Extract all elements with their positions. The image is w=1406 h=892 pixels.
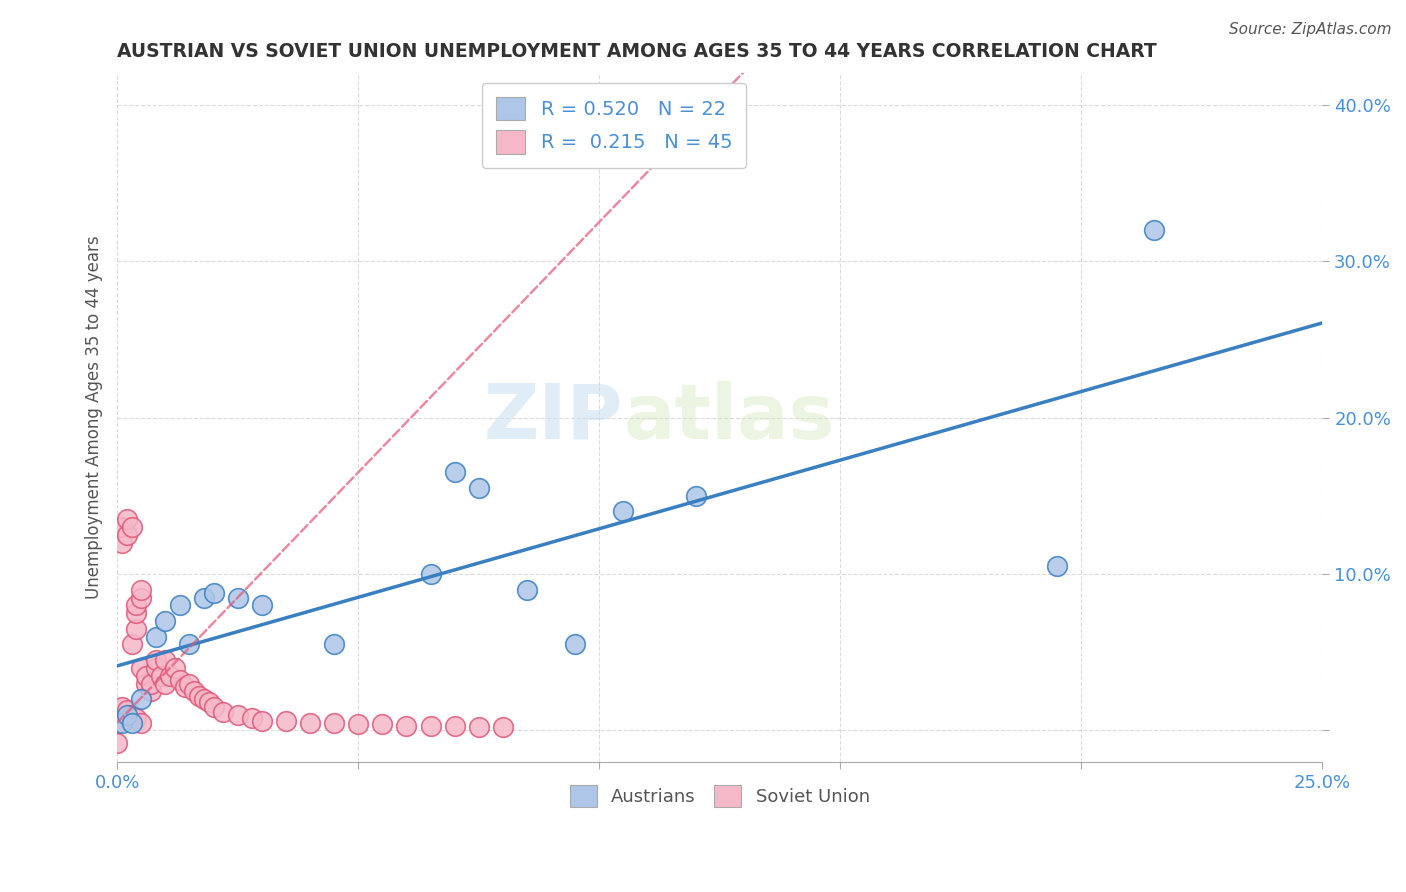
- Point: [179, 676, 201, 690]
- Point: [240, 711, 263, 725]
- Point: [274, 714, 297, 728]
- Point: [105, 715, 128, 730]
- Point: [135, 669, 157, 683]
- Point: [145, 653, 167, 667]
- Point: [125, 711, 148, 725]
- Point: [125, 606, 148, 620]
- Point: [226, 591, 249, 605]
- Point: [193, 692, 215, 706]
- Point: [419, 719, 441, 733]
- Point: [202, 586, 225, 600]
- Point: [121, 715, 143, 730]
- Point: [323, 637, 346, 651]
- Point: [135, 676, 157, 690]
- Point: [226, 707, 249, 722]
- Point: [121, 707, 143, 722]
- Point: [111, 520, 134, 534]
- Point: [155, 614, 177, 628]
- Point: [129, 661, 152, 675]
- Point: [121, 520, 143, 534]
- Point: [111, 535, 134, 549]
- Point: [1046, 559, 1069, 574]
- Point: [169, 599, 191, 613]
- Point: [129, 715, 152, 730]
- Point: [250, 599, 273, 613]
- Point: [179, 637, 201, 651]
- Point: [371, 717, 394, 731]
- Point: [125, 622, 148, 636]
- Point: [129, 692, 152, 706]
- Point: [516, 582, 538, 597]
- Point: [443, 466, 465, 480]
- Point: [129, 591, 152, 605]
- Point: [139, 684, 162, 698]
- Point: [149, 669, 172, 683]
- Point: [115, 707, 138, 722]
- Point: [188, 689, 211, 703]
- Point: [323, 715, 346, 730]
- Legend: Austrians, Soviet Union: Austrians, Soviet Union: [562, 778, 877, 814]
- Point: [492, 720, 515, 734]
- Point: [159, 669, 181, 683]
- Point: [212, 705, 235, 719]
- Point: [443, 719, 465, 733]
- Text: ZIP: ZIP: [484, 381, 623, 455]
- Point: [139, 676, 162, 690]
- Point: [347, 717, 370, 731]
- Point: [111, 715, 134, 730]
- Text: Source: ZipAtlas.com: Source: ZipAtlas.com: [1229, 22, 1392, 37]
- Point: [202, 700, 225, 714]
- Point: [298, 715, 321, 730]
- Point: [183, 684, 205, 698]
- Point: [115, 512, 138, 526]
- Point: [125, 599, 148, 613]
- Point: [105, 736, 128, 750]
- Y-axis label: Unemployment Among Ages 35 to 44 years: Unemployment Among Ages 35 to 44 years: [86, 235, 103, 599]
- Point: [197, 695, 219, 709]
- Point: [115, 528, 138, 542]
- Point: [612, 504, 634, 518]
- Point: [685, 489, 707, 503]
- Point: [250, 714, 273, 728]
- Point: [111, 700, 134, 714]
- Point: [145, 661, 167, 675]
- Point: [395, 719, 418, 733]
- Point: [155, 653, 177, 667]
- Point: [1142, 223, 1164, 237]
- Point: [564, 637, 586, 651]
- Point: [121, 637, 143, 651]
- Point: [173, 680, 195, 694]
- Text: AUSTRIAN VS SOVIET UNION UNEMPLOYMENT AMONG AGES 35 TO 44 YEARS CORRELATION CHAR: AUSTRIAN VS SOVIET UNION UNEMPLOYMENT AM…: [117, 42, 1157, 61]
- Point: [129, 582, 152, 597]
- Point: [115, 703, 138, 717]
- Text: atlas: atlas: [623, 381, 835, 455]
- Point: [155, 676, 177, 690]
- Point: [419, 567, 441, 582]
- Point: [467, 720, 489, 734]
- Point: [145, 630, 167, 644]
- Point: [169, 673, 191, 688]
- Point: [163, 661, 186, 675]
- Point: [467, 481, 489, 495]
- Point: [193, 591, 215, 605]
